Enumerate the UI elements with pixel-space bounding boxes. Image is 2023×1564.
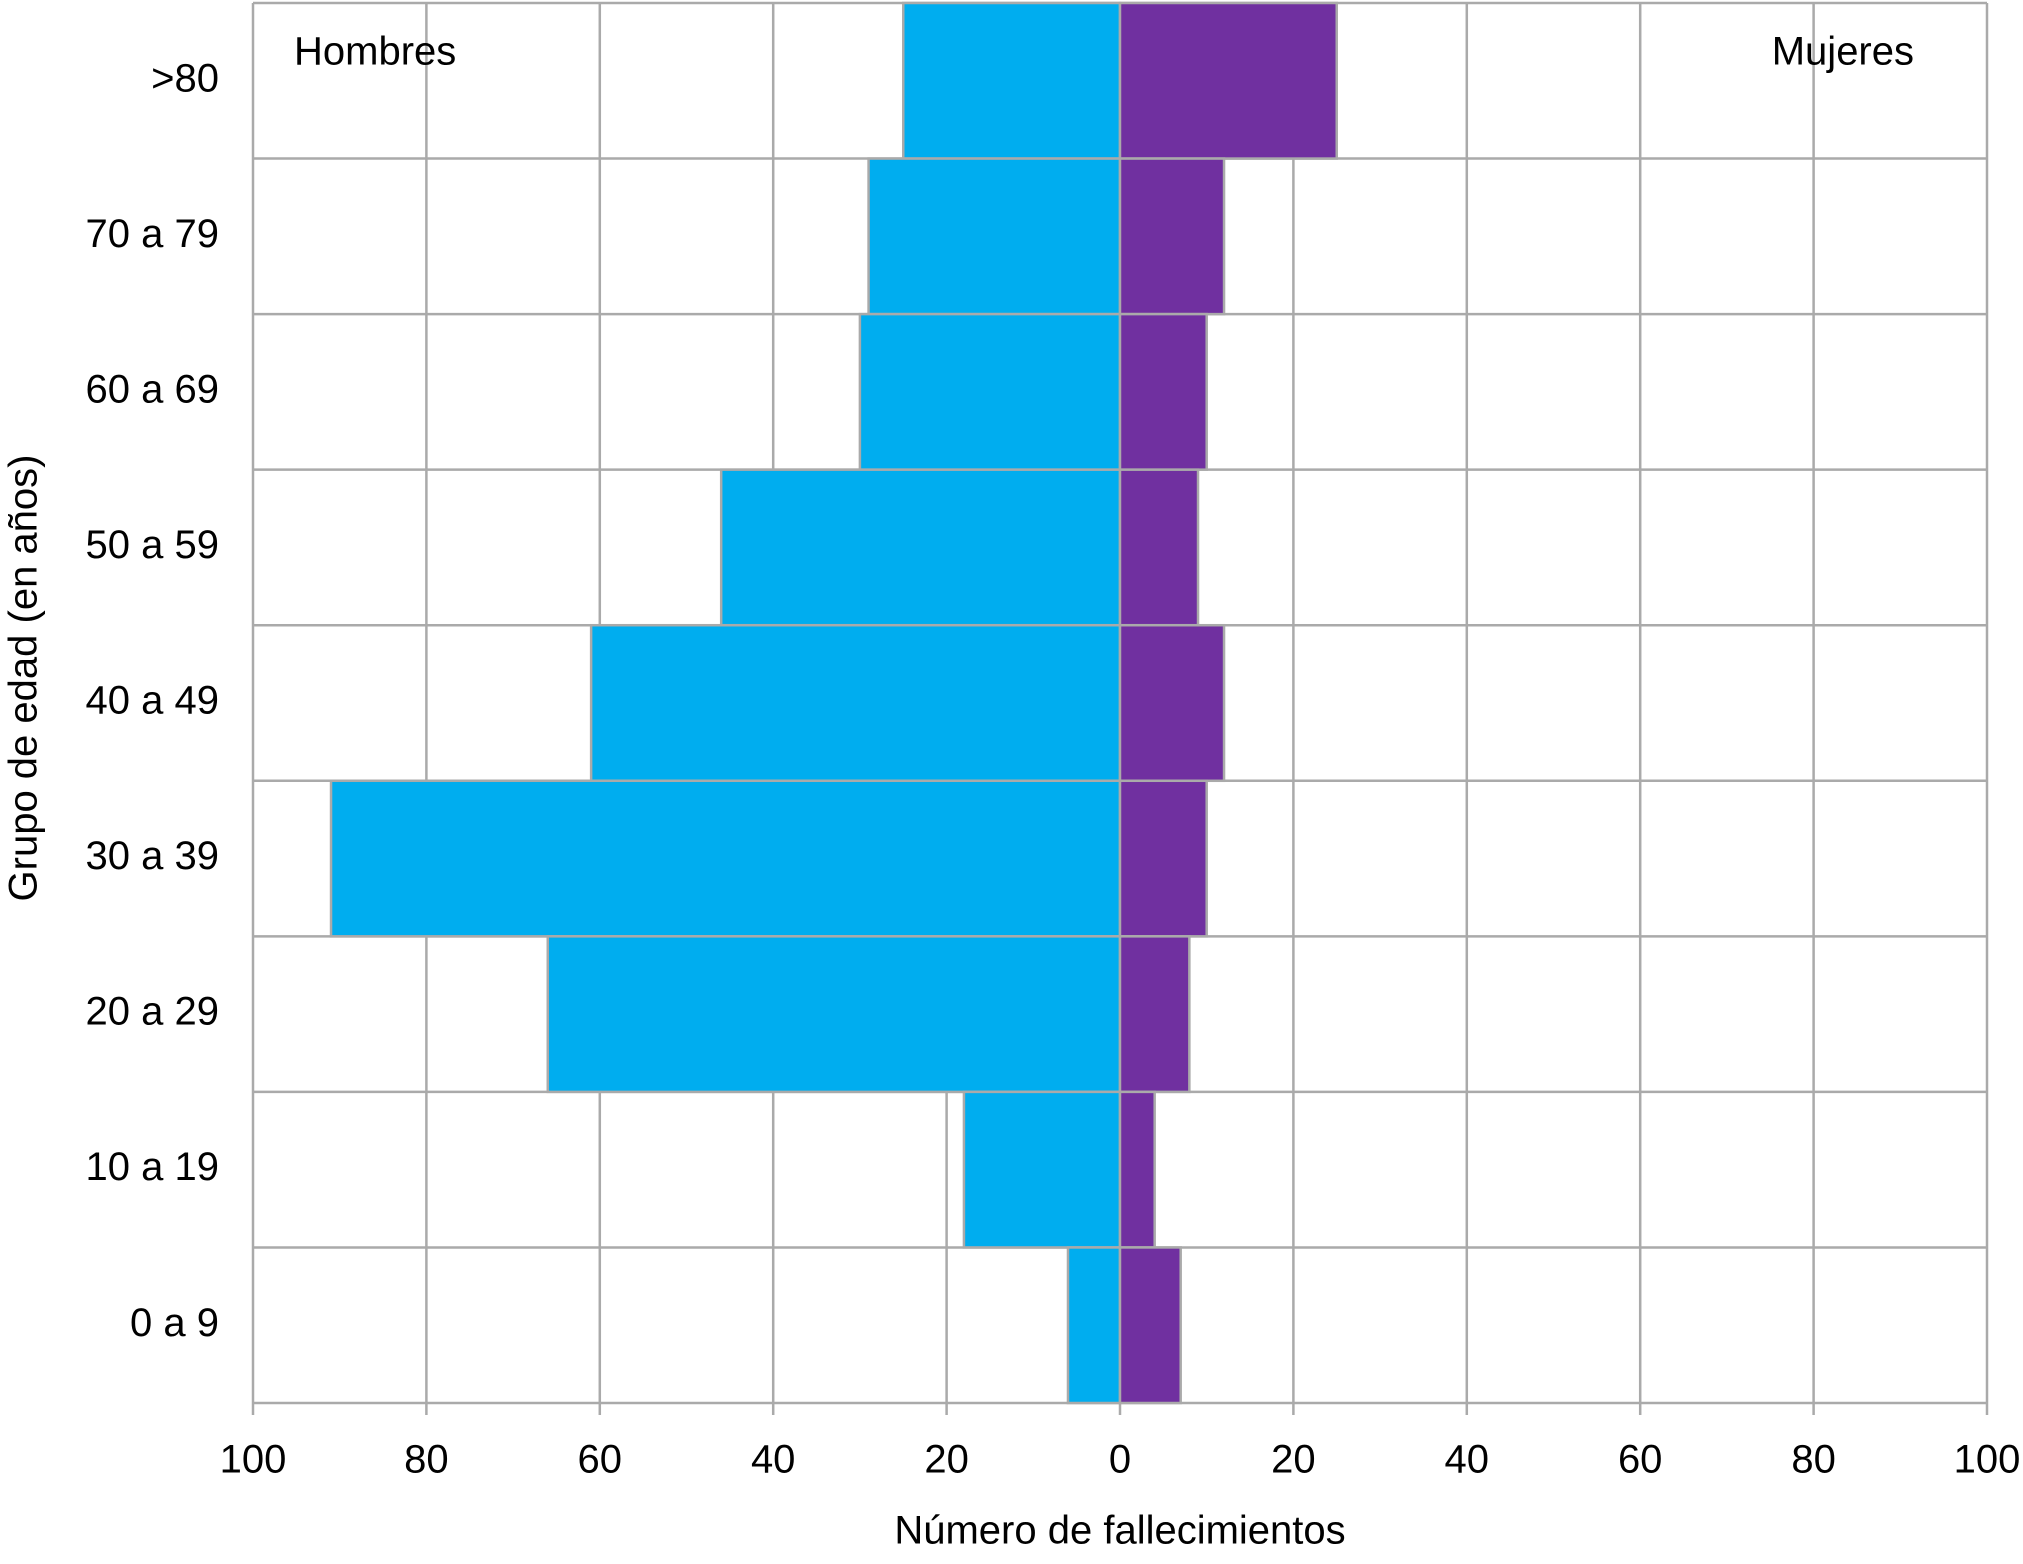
x-tick-label: 100 <box>220 1438 287 1482</box>
bar <box>1118 157 1226 316</box>
y-tick-label: 60 a 69 <box>86 367 219 411</box>
series-label: Hombres <box>294 30 456 74</box>
bar <box>902 1 1122 160</box>
y-tick-label: >80 <box>151 56 219 100</box>
x-tick-label: 0 <box>1109 1438 1131 1482</box>
y-tick-label: 30 a 39 <box>86 834 219 878</box>
y-tick-label: 0 a 9 <box>130 1301 219 1345</box>
bar <box>1118 1090 1156 1249</box>
bar <box>1066 1246 1122 1405</box>
bar <box>1118 1246 1182 1405</box>
x-tick-label: 40 <box>751 1438 796 1482</box>
bar <box>1118 935 1191 1094</box>
x-tick-label: 20 <box>924 1438 969 1482</box>
y-tick-label: 20 a 29 <box>86 990 219 1034</box>
x-tick-label: 100 <box>1954 1438 2021 1482</box>
y-tick-label: 50 a 59 <box>86 523 219 567</box>
x-tick-label: 60 <box>1618 1438 1663 1482</box>
bar <box>589 623 1122 783</box>
y-tick-label: 40 a 49 <box>86 679 219 723</box>
bar <box>719 468 1122 627</box>
x-tick-label: 20 <box>1271 1438 1316 1482</box>
y-tick-label: 70 a 79 <box>86 212 219 256</box>
bar <box>1118 468 1200 627</box>
bar <box>329 779 1122 938</box>
series-label: Mujeres <box>1772 30 1914 74</box>
x-axis-title: Número de fallecimientos <box>894 1509 1345 1553</box>
y-axis-title: Grupo de edad (en años) <box>2 455 46 902</box>
bar <box>962 1090 1122 1249</box>
bar <box>1118 1 1338 160</box>
bar <box>1118 312 1208 471</box>
x-tick-label: 60 <box>578 1438 623 1482</box>
bar <box>867 157 1122 316</box>
y-tick-label: 10 a 19 <box>86 1145 219 1189</box>
x-tick-label: 80 <box>404 1438 449 1482</box>
bar <box>1118 779 1208 938</box>
bar <box>546 935 1122 1094</box>
bar <box>1118 623 1226 783</box>
bar <box>858 312 1122 471</box>
x-tick-label: 40 <box>1445 1438 1490 1482</box>
x-tick-label: 80 <box>1791 1438 1836 1482</box>
